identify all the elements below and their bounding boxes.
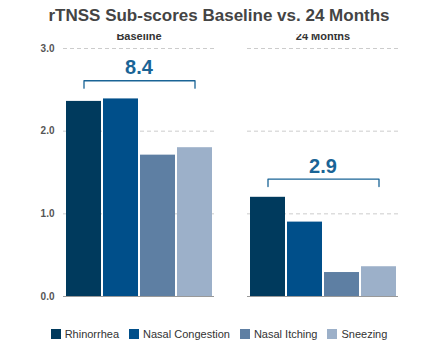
svg-text:Baseline: Baseline <box>116 34 161 42</box>
svg-text:8.4: 8.4 <box>125 56 154 78</box>
svg-text:2.9: 2.9 <box>309 155 337 177</box>
html-text:Nasal Itching: Nasal Itching <box>253 328 318 340</box>
svg-text:2.0: 2.0 <box>41 125 55 136</box>
html-text:Sneezing: Sneezing <box>341 328 388 340</box>
svg-text:1.0: 1.0 <box>41 208 55 219</box>
html-text:Rhinorrhea: Rhinorrhea <box>64 328 119 340</box>
html-text:rTNSS Sub-scores Baseline vs.: rTNSS Sub-scores Baseline vs. 24 Months <box>48 6 390 25</box>
svg-text:24 Months: 24 Months <box>296 34 350 42</box>
svg-text:0.0: 0.0 <box>41 291 55 302</box>
svg-text:3.0: 3.0 <box>41 43 55 54</box>
html-text:Nasal Congestion: Nasal Congestion <box>143 328 230 340</box>
